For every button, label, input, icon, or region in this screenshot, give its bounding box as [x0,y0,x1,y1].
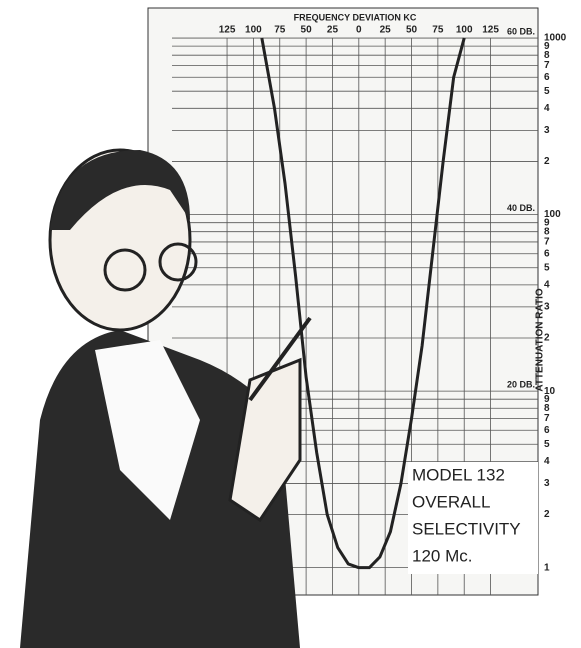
db-label: 40 DB. [507,203,535,213]
curve [260,37,466,570]
y-tick-label: 3 [544,478,550,489]
y-tick-label: 100 [544,209,561,220]
y-tick-label: 9 [544,217,550,228]
y-tick-label: 2 [544,509,550,520]
model-line: 120 Mc. [412,546,472,565]
y-tick-label: 7 [544,60,550,71]
y-tick-label: 5 [544,439,550,450]
y-tick-label: 7 [544,413,550,424]
y-tick-label: 3 [544,302,550,313]
y-tick-label: 5 [544,262,550,273]
y-tick-label: 9 [544,41,550,52]
y-tick-label: 6 [544,425,550,436]
x-tick-label: 0 [356,25,362,36]
y-tick-label: 5 [544,86,550,97]
x-tick-label: 75 [432,25,444,36]
db-label: 20 DB. [507,379,535,389]
model-line: OVERALL [412,492,490,511]
y-tick-label: 4 [544,279,550,290]
x-tick-label: 75 [274,25,286,36]
y-tick-label: 4 [544,103,550,114]
illustration [20,148,312,648]
y-axis-label: ATTENUATION RATIO [535,288,546,392]
x-tick-label: 125 [482,25,499,36]
x-tick-label: 125 [219,25,236,36]
db-label: 60 DB. [507,26,535,36]
y-tick-label: 8 [544,50,550,61]
x-tick-label: 100 [456,25,473,36]
model-line: MODEL 132 [412,465,505,484]
model-text: MODEL 132 OVERALL SELECTIVITY 120 Mc. [412,465,521,565]
y-tick-label: 1 [544,562,550,573]
y-tick-label: 8 [544,226,550,237]
y-tick-label: 4 [544,456,550,467]
model-box [408,462,538,574]
y-tick-label: 10 [544,386,556,397]
y-tick-label: 8 [544,403,550,414]
x-tick-label: 25 [380,25,392,36]
y-tick-label: 1000 [544,33,567,44]
y-tick-label: 7 [544,237,550,248]
x-tick-label: 50 [406,25,418,36]
y-tick-label: 6 [544,72,550,83]
x-tick-label: 100 [245,25,262,36]
x-tick-label: 25 [327,25,339,36]
model-line: SELECTIVITY [412,519,521,538]
y-tick-label: 3 [544,125,550,136]
chart-title: FREQUENCY DEVIATION KC [294,12,417,22]
y-tick-label: 2 [544,156,550,167]
y-tick-label: 6 [544,248,550,259]
y-tick-label: 2 [544,333,550,344]
y-tick-label: 9 [544,394,550,405]
x-tick-label: 50 [301,25,313,36]
